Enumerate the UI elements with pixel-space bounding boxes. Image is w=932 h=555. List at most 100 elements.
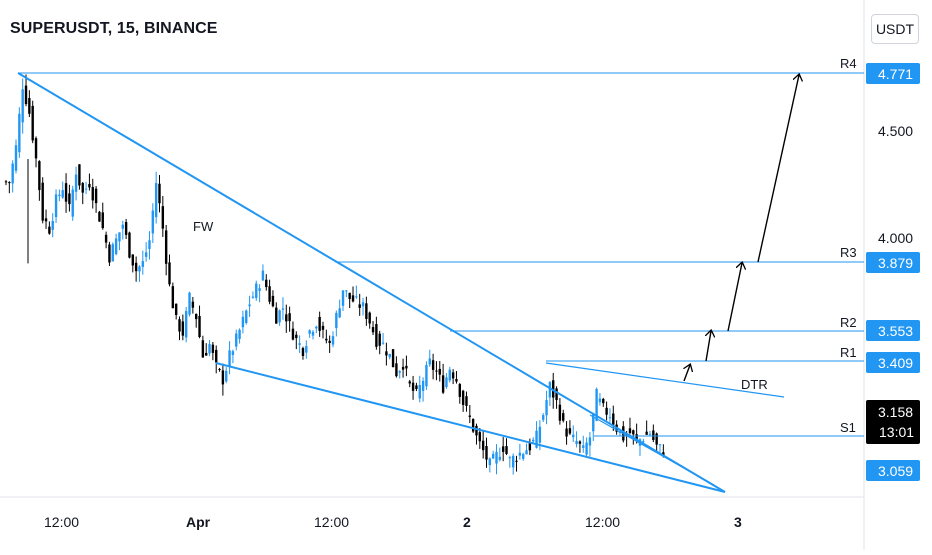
level-name-r4: R4 — [840, 56, 857, 71]
candle-body — [351, 295, 355, 302]
descending-triangle-lines — [545, 362, 785, 486]
candle-body — [568, 428, 572, 434]
candle-body — [144, 252, 148, 257]
candle-body — [271, 295, 275, 307]
candle-body — [265, 279, 268, 288]
candle-body — [448, 369, 451, 381]
annotation-dtr: DTR — [741, 377, 768, 392]
candle-body — [245, 310, 248, 323]
candle-body — [81, 183, 84, 193]
candle-body — [395, 363, 398, 377]
candle-body — [321, 325, 325, 330]
candle-body — [221, 370, 225, 385]
candle-body — [198, 315, 201, 338]
candle-body — [345, 290, 348, 292]
candle-body — [205, 352, 208, 356]
candle-body — [538, 426, 542, 443]
candle-body — [231, 351, 235, 355]
candle-body — [161, 206, 165, 229]
candle-body — [255, 283, 258, 299]
candle-body — [4, 181, 8, 183]
arrow-3 — [727, 263, 742, 332]
x-tick-label: 12:00 — [44, 514, 79, 530]
candle-body — [552, 380, 555, 398]
currency-button[interactable]: USDT — [871, 14, 919, 44]
candle-body — [598, 398, 602, 403]
candle-body — [91, 187, 94, 201]
candle-body — [592, 413, 595, 432]
candle-body — [68, 193, 71, 205]
candle-body — [78, 164, 81, 186]
candle-body — [465, 396, 468, 406]
candle-body — [251, 296, 255, 298]
candle-body — [118, 232, 121, 242]
candle-body — [61, 190, 64, 198]
price-label-r1: 3.409 — [866, 352, 920, 373]
candle-body — [428, 358, 431, 365]
candle-body — [58, 194, 61, 197]
price-label-s1: 3.059 — [866, 460, 920, 481]
candle-body — [368, 312, 371, 324]
candle-body — [575, 441, 578, 445]
wedge-upper-line — [17, 72, 726, 493]
candle-body — [178, 319, 181, 332]
candle-body — [468, 415, 472, 417]
candle-body — [48, 226, 51, 234]
candle-body — [121, 224, 124, 229]
candle-body — [215, 349, 218, 363]
candle-body — [194, 314, 198, 320]
x-tick-label: 2 — [463, 514, 471, 530]
candle-body — [662, 452, 665, 457]
candle-body — [241, 316, 245, 328]
candle-body — [328, 340, 331, 343]
candle-body — [21, 89, 24, 123]
x-tick-label: 3 — [734, 514, 742, 530]
candle-body — [632, 430, 635, 435]
candle-body — [521, 454, 525, 459]
candle-body — [41, 182, 44, 221]
candle-body — [652, 430, 655, 440]
candle-body — [401, 366, 405, 370]
candle-body — [88, 183, 91, 188]
candle-body — [582, 445, 585, 448]
candle-body — [184, 310, 188, 338]
candle-body — [335, 312, 338, 328]
candle-body — [31, 105, 34, 141]
candle-body — [518, 452, 522, 456]
candle-body — [101, 212, 104, 229]
candle-body — [341, 290, 345, 306]
candle-body — [295, 334, 298, 339]
current-price-label: 3.158 13:01 — [866, 400, 920, 444]
candle-body — [488, 458, 492, 466]
candle-body — [44, 218, 48, 222]
candle-body — [525, 450, 528, 455]
candle-body — [308, 330, 311, 334]
candle-body — [458, 384, 461, 397]
candle-body — [228, 350, 231, 367]
candle-body — [148, 240, 151, 249]
symbol-title: SUPERUSDT, 15, BINANCE — [10, 20, 218, 37]
candle-body — [24, 85, 28, 105]
candle-body — [315, 326, 318, 329]
candle-body — [305, 346, 308, 353]
candle-body — [435, 370, 438, 372]
price-label-r4: 4.771 — [866, 63, 920, 84]
price-label-r3: 3.879 — [866, 252, 920, 273]
candle-body — [481, 440, 485, 451]
candle-body — [281, 308, 285, 310]
candle-body — [545, 400, 548, 416]
candle-body — [471, 418, 475, 432]
candle-body — [605, 407, 608, 415]
dtr-upper-line — [545, 362, 785, 398]
candle-body — [612, 413, 615, 425]
current-price-text: 3.158 — [878, 404, 913, 420]
level-name-r3: R3 — [840, 245, 857, 260]
y-tick-label: 4.500 — [878, 123, 913, 139]
candle-body — [438, 368, 441, 375]
candle-body — [218, 368, 221, 370]
candle-body — [74, 174, 78, 192]
arrow-1 — [684, 365, 690, 382]
candle-body — [278, 310, 281, 323]
